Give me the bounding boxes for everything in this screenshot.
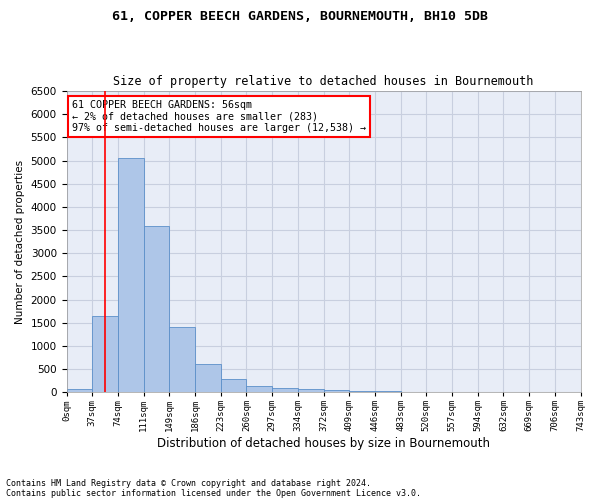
Bar (323, 390, 349, 392)
Text: 61 COPPER BEECH GARDENS: 56sqm
← 2% of detached houses are smaller (283)
97% of : 61 COPPER BEECH GARDENS: 56sqm ← 2% of d… (71, 100, 365, 134)
Title: Size of property relative to detached houses in Bournemouth: Size of property relative to detached ho… (113, 76, 534, 88)
Bar (118, 158, 143, 392)
Bar (67, 389, 92, 392)
Bar (247, 386, 272, 392)
Text: Contains HM Land Registry data © Crown copyright and database right 2024.: Contains HM Land Registry data © Crown c… (6, 478, 371, 488)
Bar (221, 379, 247, 392)
Bar (195, 364, 221, 392)
Bar (143, 226, 169, 392)
Bar (272, 388, 298, 392)
Y-axis label: Number of detached properties: Number of detached properties (15, 160, 25, 324)
Bar (298, 389, 323, 392)
Bar (349, 391, 375, 392)
Text: Contains public sector information licensed under the Open Government Licence v3: Contains public sector information licen… (6, 488, 421, 498)
Text: 61, COPPER BEECH GARDENS, BOURNEMOUTH, BH10 5DB: 61, COPPER BEECH GARDENS, BOURNEMOUTH, B… (112, 10, 488, 23)
Bar (92, 316, 118, 392)
X-axis label: Distribution of detached houses by size in Bournemouth: Distribution of detached houses by size … (157, 437, 490, 450)
Bar (169, 327, 195, 392)
